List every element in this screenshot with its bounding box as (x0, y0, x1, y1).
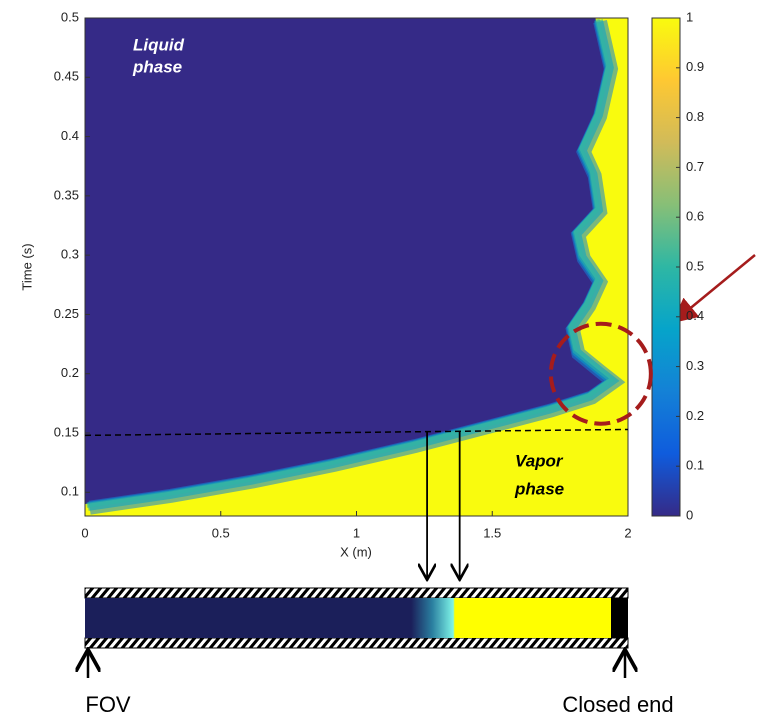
liquid-region (85, 18, 609, 505)
pipe-closed-end (611, 598, 628, 638)
colorbar-tick-label: 0.2 (686, 408, 704, 423)
pipe-wall (84, 587, 629, 599)
pointer-arrow (672, 254, 756, 324)
pipe-interior (85, 598, 611, 638)
y-axis-label: Time (s) (19, 243, 34, 290)
y-tick-label: 0.45 (54, 69, 79, 84)
vapor-label: phase (514, 479, 564, 498)
colorbar-tick-label: 0.9 (686, 59, 704, 74)
y-tick-label: 0.4 (61, 128, 79, 143)
y-tick-label: 0.5 (61, 9, 79, 24)
x-tick-label: 1 (353, 525, 360, 540)
highlight-circle (548, 321, 653, 426)
closed-end-label: Closed end (562, 692, 673, 717)
liquid-label: phase (132, 57, 182, 76)
colorbar-tick-label: 0.6 (686, 209, 704, 224)
vapor-label: Vapor (515, 451, 564, 470)
x-tick-label: 2 (624, 525, 631, 540)
x-tick-label: 0.5 (212, 525, 230, 540)
y-tick-label: 0.1 (61, 484, 79, 499)
x-tick-label: 0 (81, 525, 88, 540)
colorbar-tick-label: 0.7 (686, 159, 704, 174)
y-tick-label: 0.15 (54, 424, 79, 439)
x-tick-label: 1.5 (483, 525, 501, 540)
colorbar-tick-label: 0.3 (686, 358, 704, 373)
colorbar (651, 17, 681, 517)
y-tick-label: 0.25 (54, 306, 79, 321)
interface-band (86, 18, 615, 508)
dashed-line (84, 428, 629, 437)
y-tick-label: 0.2 (61, 365, 79, 380)
colorbar-tick-label: 0.5 (686, 258, 704, 273)
pipe-wall (84, 637, 629, 649)
x-axis-label: X (m) (340, 544, 372, 559)
plot-area (85, 18, 628, 516)
colorbar-tick-label: 0.1 (686, 458, 704, 473)
colorbar-tick-label: 0.4 (686, 308, 704, 323)
colorbar-tick-label: 0.8 (686, 109, 704, 124)
fov-label: FOV (85, 692, 131, 717)
liquid-label: Liquid (133, 35, 185, 54)
y-tick-label: 0.35 (54, 187, 79, 202)
colorbar-tick-label: 0 (686, 507, 693, 522)
colorbar-tick-label: 1 (686, 9, 693, 24)
y-tick-label: 0.3 (61, 247, 79, 262)
